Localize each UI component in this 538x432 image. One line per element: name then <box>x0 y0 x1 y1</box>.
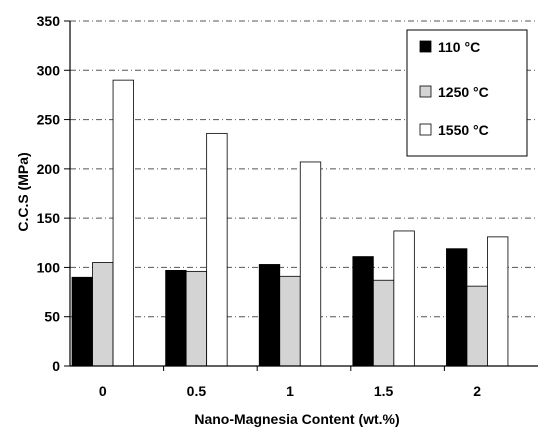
bar-2-2 <box>299 161 322 367</box>
bar-1-2 <box>279 275 301 367</box>
bar-1-0 <box>92 262 114 367</box>
bar-2-3 <box>393 230 415 367</box>
y-tick-label: 50 <box>44 309 60 325</box>
x-tick-label: 2 <box>473 383 481 399</box>
bars <box>71 79 509 367</box>
y-tick-label: 150 <box>37 210 61 226</box>
bar-0-1 <box>165 269 187 367</box>
legend-swatch-1250 <box>419 85 432 98</box>
x-tick-label: 1.5 <box>374 383 394 399</box>
legend-label-110: 110 °C <box>438 39 480 55</box>
bar-2-4 <box>487 236 509 367</box>
bar-1-4 <box>466 285 488 367</box>
x-tick-label: 0 <box>99 383 107 399</box>
bar-0-2 <box>258 264 281 367</box>
y-tick-label: 250 <box>37 112 61 128</box>
y-tick-label: 350 <box>37 13 61 29</box>
x-tick-label: 0.5 <box>187 383 207 399</box>
y-axis-title: C.C.S (MPa) <box>15 152 31 231</box>
bar-1-1 <box>185 270 208 367</box>
y-tick-label: 0 <box>52 358 60 374</box>
bar-0-4 <box>446 248 468 367</box>
y-tick-label: 300 <box>37 62 61 78</box>
legend-swatch-1550 <box>419 123 432 136</box>
legend-label-1550: 1550 °C <box>438 122 489 138</box>
y-tick-label: 200 <box>37 161 61 177</box>
x-axis-title: Nano-Magnesia Content (wt.%) <box>194 411 399 427</box>
bar-2-1 <box>206 132 228 367</box>
bar-1-3 <box>372 279 395 367</box>
legend-label-1250: 1250 °C <box>438 84 489 100</box>
x-tick-label: 1 <box>286 383 294 399</box>
y-tick-label: 100 <box>37 259 61 275</box>
axes <box>64 20 538 371</box>
bar-0-3 <box>352 256 374 367</box>
bar-2-0 <box>112 79 134 367</box>
legend-swatch-110 <box>419 40 432 53</box>
tick-labels: 0 50 100 150 200 250 300 350 0 0.5 1 1.5 2 <box>37 13 482 399</box>
bar-0-0 <box>71 276 93 367</box>
legend: 110 °C 1250 °C 1550 °C <box>406 29 528 157</box>
